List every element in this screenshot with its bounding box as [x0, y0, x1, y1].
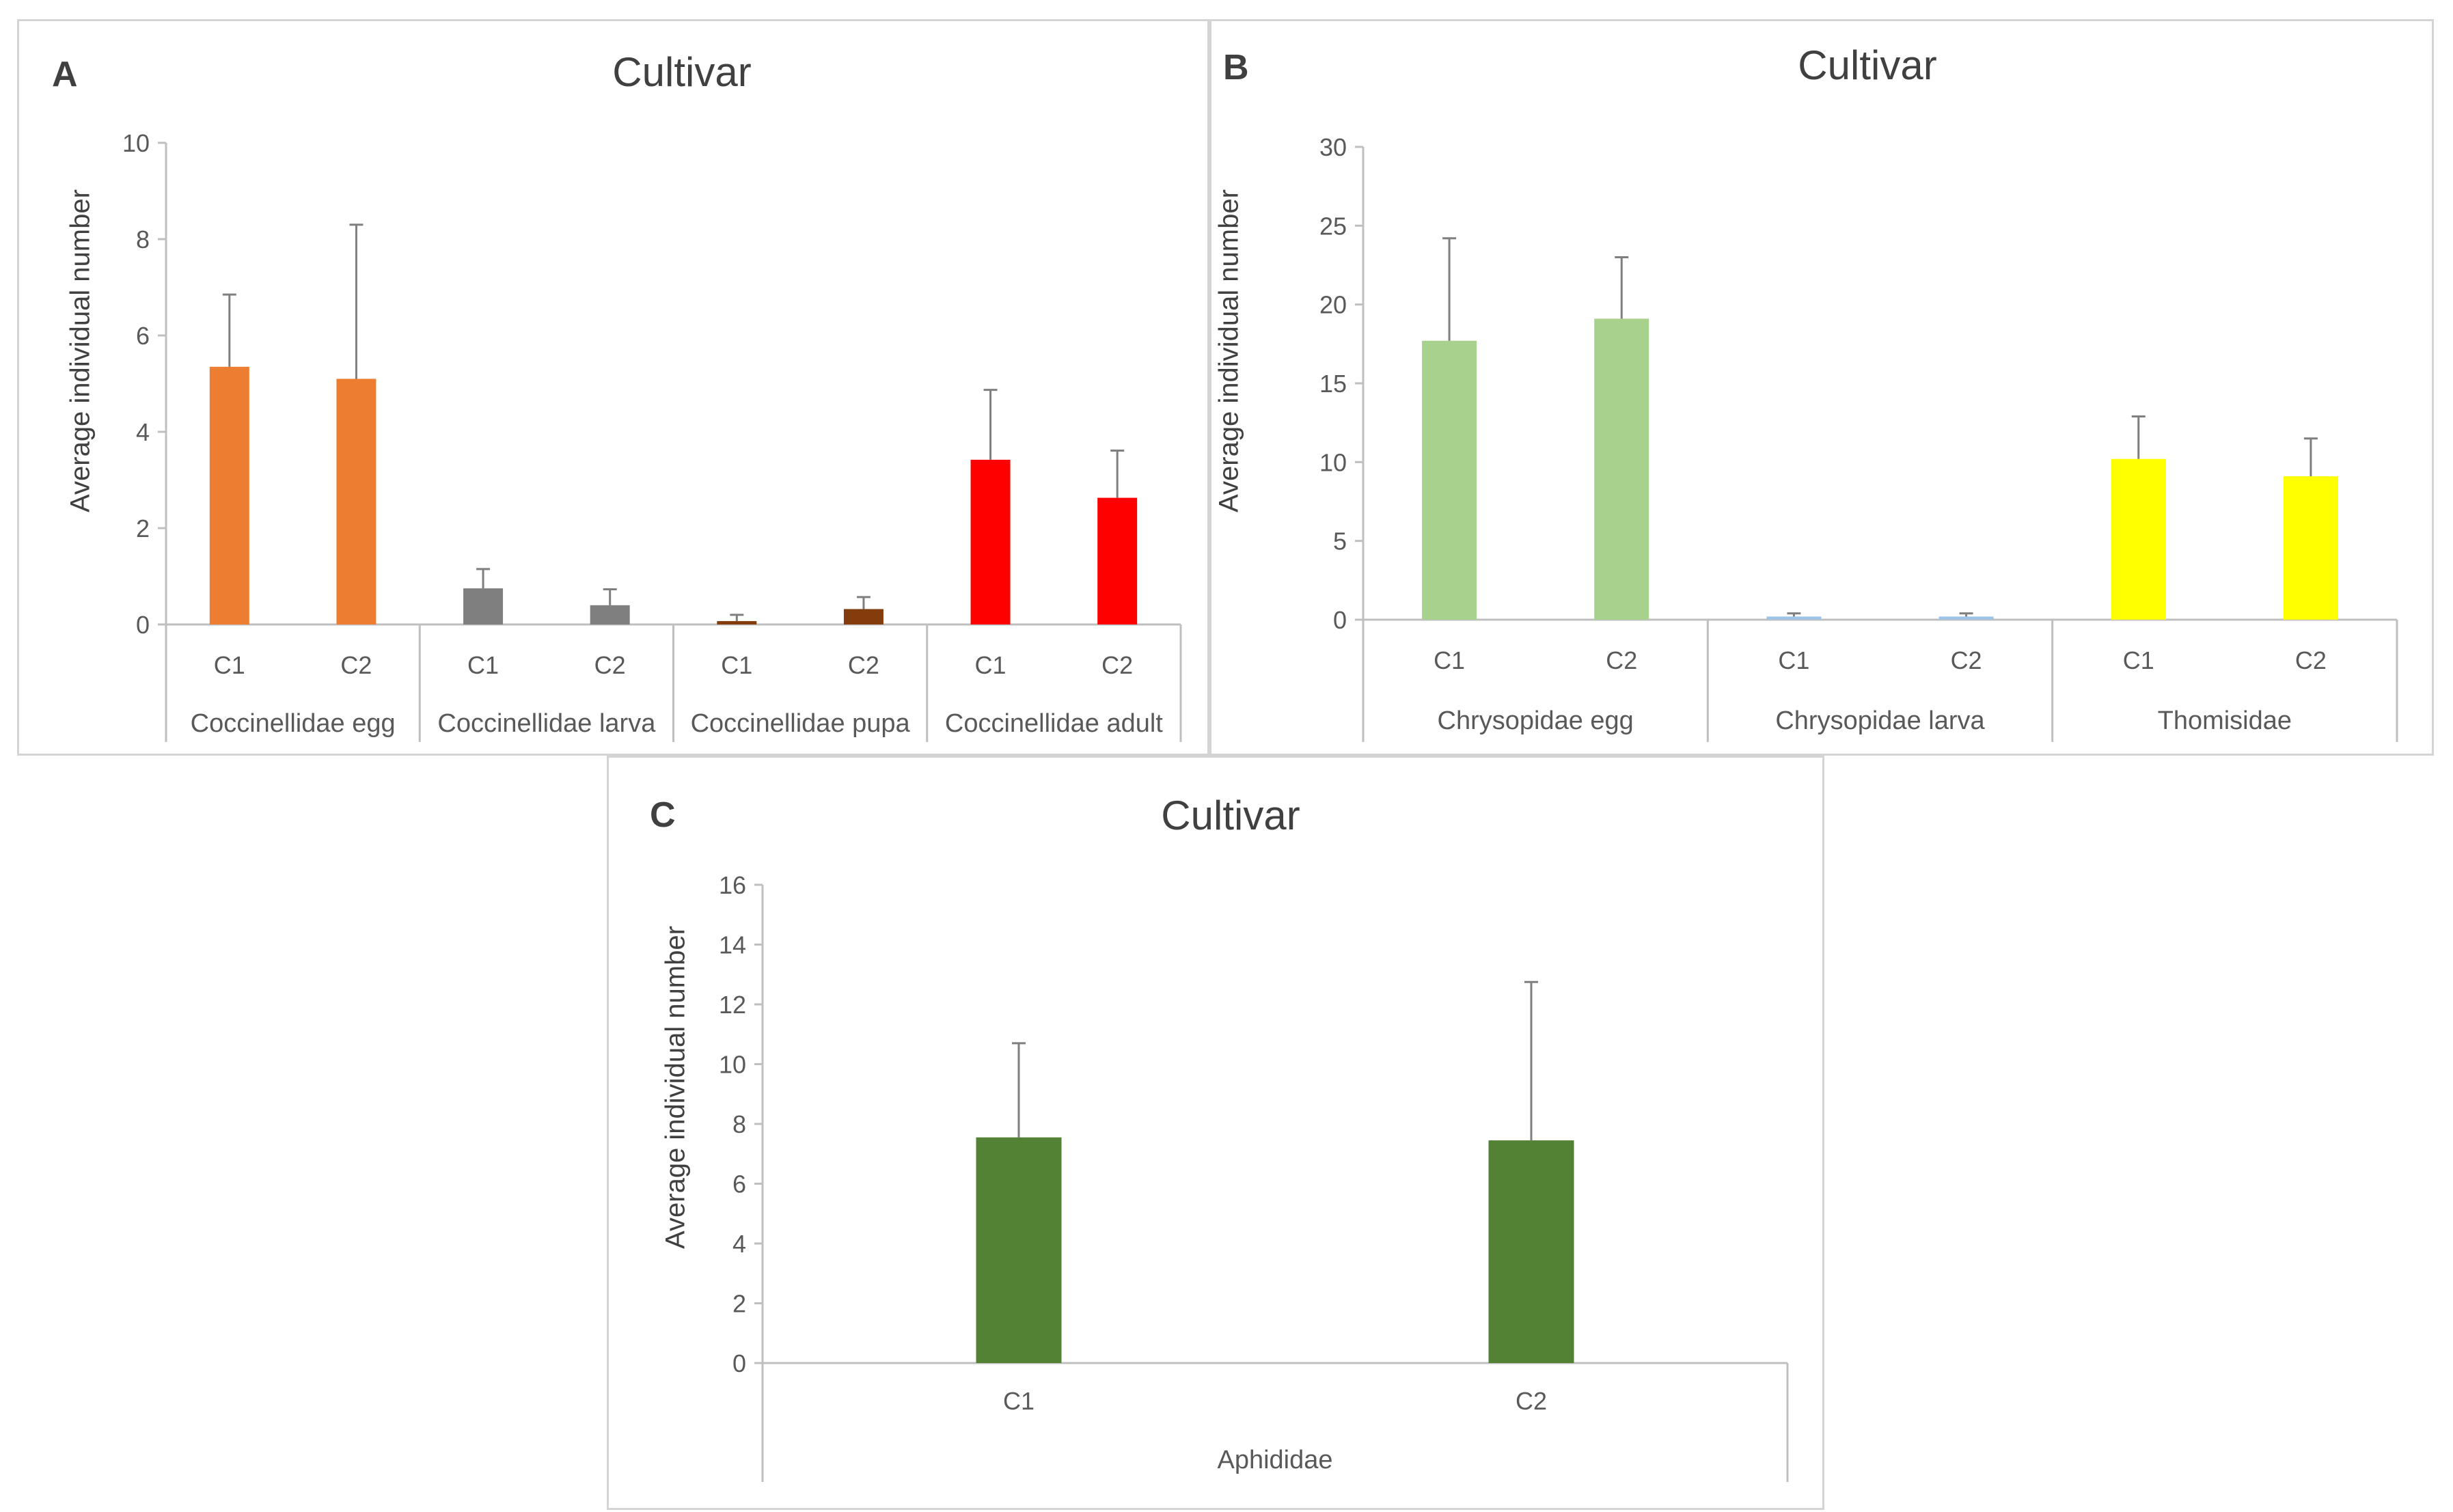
- bar: [976, 1137, 1062, 1363]
- bar: [1766, 616, 1822, 620]
- x-category-label: C1: [1003, 1387, 1034, 1415]
- y-tick-label: 10: [719, 1051, 746, 1079]
- y-tick-label: 0: [136, 611, 150, 639]
- y-tick-label: 10: [1319, 448, 1347, 476]
- y-tick-label: 2: [732, 1290, 746, 1318]
- panel-letter: C: [650, 795, 676, 835]
- chart-c-plot: 0 2 4 6 8 10 12 14 16 C1 C2 Aphididae: [719, 871, 1789, 1482]
- bar: [209, 366, 249, 624]
- chart-a-plot: 0 2 4 6 8 10 C1 C2 Coccinellidae egg C1 C2 Coccinel…: [122, 129, 1182, 742]
- y-tick-label: 14: [719, 931, 746, 959]
- x-group-label: Chrysopidae larva: [1775, 706, 1985, 735]
- x-group-label: Chrysopidae egg: [1438, 706, 1634, 735]
- x-category-label: C1: [1434, 646, 1465, 674]
- y-tick-label: 8: [136, 225, 150, 253]
- x-category-label: C1: [214, 651, 245, 679]
- x-group-label: Coccinellidae adult: [945, 709, 1163, 738]
- y-tick-label: 6: [732, 1170, 746, 1198]
- bar: [717, 621, 757, 624]
- bar: [1422, 340, 1477, 620]
- x-category-label: C2: [848, 651, 879, 679]
- y-tick-label: 0: [1333, 606, 1347, 634]
- bar: [463, 588, 504, 624]
- x-category-label: C2: [340, 651, 372, 679]
- x-group-label: Coccinellidae pupa: [691, 709, 911, 738]
- x-category-label: C2: [1516, 1387, 1547, 1415]
- x-category-label: C2: [594, 651, 626, 679]
- panel-letter: B: [1223, 48, 1249, 87]
- y-tick-label: 4: [136, 418, 150, 446]
- x-group-label: Aphididae: [1217, 1446, 1332, 1474]
- x-category-label: C2: [2295, 646, 2327, 674]
- x-category-label: C1: [467, 651, 499, 679]
- chart-title: Cultivar: [1161, 793, 1300, 838]
- bar: [1594, 318, 1649, 620]
- y-tick-label: 12: [719, 991, 746, 1019]
- y-tick-label: 10: [122, 129, 150, 157]
- y-tick-label: 30: [1319, 133, 1347, 161]
- bar: [970, 459, 1011, 624]
- y-tick-label: 4: [732, 1230, 746, 1258]
- x-category-label: C2: [1101, 651, 1133, 679]
- bar: [590, 605, 630, 624]
- y-tick-label: 5: [1333, 527, 1347, 555]
- chart-b-plot: 0 5 10 15 20 25 30 C1 C2 Chrysopidae egg C1 C2 Chrys…: [1319, 133, 2398, 742]
- y-tick-label: 15: [1319, 370, 1347, 398]
- bar: [1938, 616, 1994, 620]
- x-category-label: C1: [975, 651, 1006, 679]
- y-tick-label: 8: [732, 1110, 746, 1138]
- y-tick-label: 6: [136, 322, 150, 350]
- bar: [843, 609, 883, 624]
- x-category-label: C1: [1778, 646, 1809, 674]
- chart-title: Cultivar: [1798, 42, 1937, 88]
- x-category-label: C1: [721, 651, 752, 679]
- y-tick-label: 20: [1319, 291, 1347, 319]
- x-category-label: C1: [2123, 646, 2154, 674]
- x-group-label: Coccinellidae egg: [191, 709, 396, 738]
- chart-title: Cultivar: [612, 49, 752, 95]
- bar: [1097, 497, 1138, 624]
- x-category-label: C2: [1951, 646, 1982, 674]
- y-tick-label: 16: [719, 871, 746, 899]
- bar: [2283, 476, 2338, 620]
- x-category-label: C2: [1606, 646, 1637, 674]
- y-tick-label: 0: [732, 1349, 746, 1377]
- bar: [1488, 1140, 1574, 1363]
- x-group-label: Coccinellidae larva: [437, 709, 656, 738]
- panel-letter: A: [52, 55, 78, 94]
- x-group-label: Thomisidae: [2158, 706, 2292, 735]
- y-tick-label: 2: [136, 514, 150, 542]
- bar: [336, 379, 376, 624]
- y-tick-label: 25: [1319, 212, 1347, 240]
- bar: [2111, 458, 2166, 620]
